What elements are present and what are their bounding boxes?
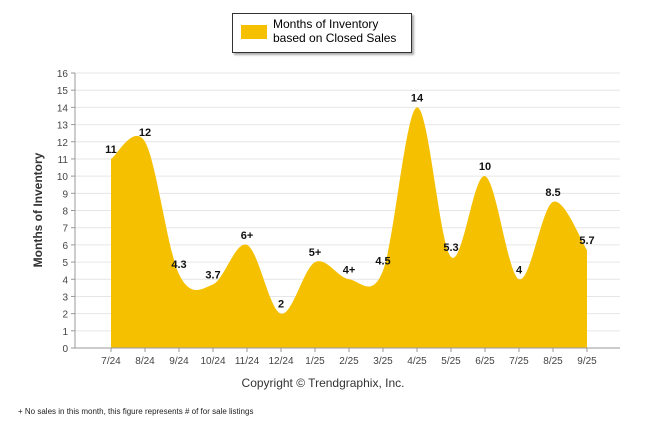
x-tick-label: 7/25	[509, 356, 529, 367]
data-label: 12	[139, 127, 151, 139]
x-tick-label: 10/24	[200, 356, 225, 367]
y-tick-label: 12	[57, 138, 69, 149]
data-label: 5.7	[579, 235, 594, 247]
x-tick-label: 5/25	[441, 356, 461, 367]
data-label: 3.7	[205, 269, 220, 281]
y-tick-label: 16	[57, 69, 69, 80]
data-label: 5+	[309, 247, 322, 259]
x-tick-label: 4/25	[407, 356, 427, 367]
x-tick-label: 8/25	[543, 356, 563, 367]
y-axis-label: Months of Inventory	[31, 152, 45, 267]
x-tick-label: 2/25	[339, 356, 359, 367]
x-tick-label: 11/24	[235, 356, 260, 367]
inventory-area	[111, 107, 587, 348]
x-tick-label: 1/25	[305, 356, 325, 367]
y-tick-label: 3	[62, 292, 68, 303]
x-tick-label: 6/25	[475, 356, 495, 367]
axes	[74, 73, 620, 349]
y-tick-label: 15	[57, 86, 69, 97]
legend-label: Months of Inventory based on Closed Sale…	[273, 17, 397, 45]
copyright-text: Copyright © Trendgraphix, Inc.	[241, 376, 405, 390]
y-tick-label: 1	[62, 327, 68, 338]
data-label: 5.3	[443, 242, 458, 254]
data-labels: 11 12 4.3 3.7 6+ 2 5+ 4+ 4.5 14 5.3 10 4 8.5 5.7	[105, 92, 594, 310]
y-tick-label: 4	[62, 275, 68, 286]
y-tick-label: 0	[62, 344, 68, 355]
data-label: 4+	[343, 264, 356, 276]
x-tick-label: 3/25	[373, 356, 393, 367]
x-tick-label: 9/25	[577, 356, 597, 367]
x-tick-label: 8/24	[135, 356, 155, 367]
data-label: 2	[278, 299, 284, 311]
legend: Months of Inventory based on Closed Sale…	[232, 13, 412, 53]
data-label: 4.3	[171, 259, 186, 271]
y-tick-label: 13	[57, 121, 69, 132]
data-label: 8.5	[545, 187, 560, 199]
area-layer	[111, 107, 587, 348]
y-tick-label: 11	[58, 155, 69, 166]
x-tick-label: 12/24	[268, 356, 293, 367]
legend-swatch	[241, 25, 267, 39]
y-tick-label: 5	[62, 258, 68, 269]
data-label: 10	[479, 161, 491, 173]
x-tick-labels: 7/24 8/24 9/24 10/24 11/24 12/24 1/25 2/25 3/25 4…	[101, 348, 597, 367]
x-tick-label: 9/24	[169, 356, 189, 367]
data-label: 4.5	[375, 256, 390, 268]
y-tick-label: 6	[62, 241, 68, 252]
data-label: 4	[516, 264, 523, 276]
data-label: 11	[105, 144, 117, 156]
x-tick-label: 7/24	[101, 356, 121, 367]
footnote-text: + No sales in this month, this figure re…	[18, 407, 254, 416]
data-label: 6+	[241, 230, 254, 242]
y-tick-label: 9	[62, 189, 68, 200]
data-label: 14	[411, 92, 424, 104]
y-tick-label: 7	[62, 224, 68, 235]
y-tick-label: 2	[62, 310, 68, 321]
y-tick-label: 8	[62, 207, 68, 218]
y-tick-label: 14	[57, 103, 69, 114]
y-tick-label: 10	[57, 172, 69, 183]
